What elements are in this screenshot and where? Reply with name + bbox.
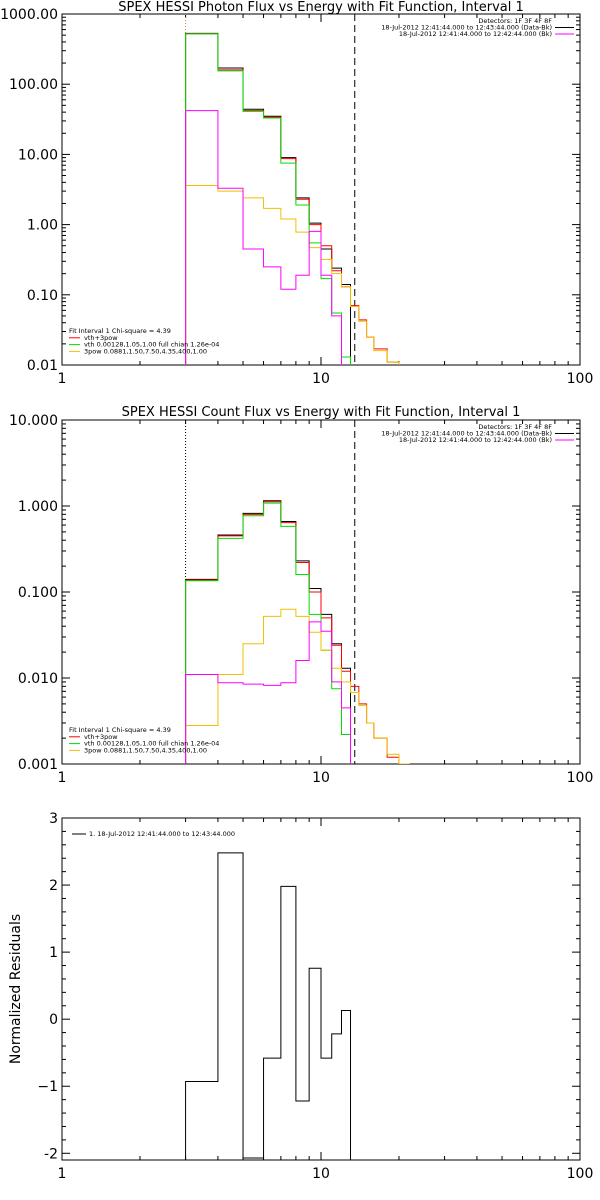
legend-bottom-text: vth 0.00128,1.05,1.00 full chian 1.26e-0… — [84, 740, 219, 748]
y-tick-label: 1000.00 — [0, 7, 58, 23]
series-vth-3pow — [185, 501, 410, 764]
legend-bottom-text: vth+3pow — [84, 733, 118, 741]
plot-frame — [61, 13, 581, 366]
x-tick-label: 10 — [312, 1166, 330, 1182]
y-tick-label: 1.000 — [18, 499, 58, 515]
chart-1: SPEX HESSI Photon Flux vs Energy with Fi… — [0, 0, 593, 387]
legend-top-text: 18-Jul-2012 12:41:44.000 to 12:42:44.000… — [399, 30, 552, 38]
y-tick-label: 0.010 — [18, 671, 58, 687]
x-tick-label: 100 — [567, 371, 594, 387]
legend-top-text: 18-Jul-2012 12:41:44.000 to 12:43:44.000… — [381, 430, 552, 438]
series-bk — [185, 110, 343, 365]
x-tick-label: 100 — [567, 770, 594, 786]
y-tick-label: 3 — [49, 811, 58, 827]
legend-top-text: Detectors: 1F 3F 4F 8F — [478, 423, 552, 431]
legend-bottom-text: vth 0.00128,1.05,1.00 full chian 1.26e-0… — [84, 341, 219, 349]
chart-2: SPEX HESSI Count Flux vs Energy with Fit… — [9, 405, 593, 786]
legend-top-text: 18-Jul-2012 12:41:44.000 to 12:43:44.000… — [381, 24, 552, 32]
y-tick-label: 10.00 — [18, 147, 58, 163]
x-tick-label: 1 — [58, 371, 67, 387]
y-tick-label: 1 — [49, 945, 58, 961]
legend-bottom-text: Fit Interval 1 Chi-square = 4.39 — [69, 726, 171, 734]
x-tick-label: 1 — [58, 1166, 67, 1182]
series-bk — [185, 621, 352, 764]
y-tick-label: 0.100 — [18, 585, 58, 601]
legend-bottom-text: vth+3pow — [84, 334, 118, 342]
x-tick-label: 10 — [312, 371, 330, 387]
y-tick-label: 1.00 — [27, 218, 58, 234]
y-tick-label: −1 — [37, 1079, 58, 1095]
x-tick-label: 1 — [58, 770, 67, 786]
y-axis-label: Normalized Residuals — [8, 914, 24, 1064]
y-tick-label: 10.000 — [9, 413, 58, 429]
y-tick-label: 0.001 — [18, 757, 58, 773]
chart-title: SPEX HESSI Count Flux vs Energy with Fit… — [122, 405, 521, 420]
legend-bottom-text: Fit Interval 1 Chi-square = 4.39 — [69, 327, 171, 335]
y-tick-label: -2 — [44, 1146, 58, 1162]
legend-top-text: 18-Jul-2012 12:41:44.000 to 12:42:44.000… — [399, 436, 552, 444]
x-tick-label: 10 — [312, 770, 330, 786]
chart-3: Normalized Residuals 1 10 100 -2 −1 0 1 2 3 1. 18-… — [8, 811, 593, 1182]
y-tick-label: 100.00 — [9, 77, 58, 93]
series-data-bk — [185, 500, 352, 764]
y-tick-label: 0 — [49, 1012, 58, 1028]
legend-top-text: Detectors: 1F 3F 4F 8F — [478, 17, 552, 25]
legend-bottom-text: 3pow 0.0881,1.50,7.50,4.35,400,1.00 — [84, 347, 207, 355]
y-tick-label: 0.01 — [27, 358, 58, 374]
chart-title: SPEX HESSI Photon Flux vs Energy with Fi… — [118, 0, 524, 15]
series-vth-3pow — [185, 33, 400, 365]
legend-text: 1. 18-Jul-2012 12:41:44.000 to 12:43:44.… — [89, 830, 235, 838]
y-tick-label: 2 — [49, 878, 58, 894]
series-3pow — [185, 185, 400, 365]
series-vth — [185, 502, 352, 764]
series-vth — [185, 33, 352, 365]
x-tick-label: 100 — [567, 1166, 594, 1182]
series-residuals — [185, 852, 352, 1160]
series-data-bk — [185, 32, 352, 365]
y-tick-label: 0.10 — [27, 288, 58, 304]
legend-bottom-text: 3pow 0.0881,1.50,7.50,4.35,400,1.00 — [84, 746, 207, 754]
